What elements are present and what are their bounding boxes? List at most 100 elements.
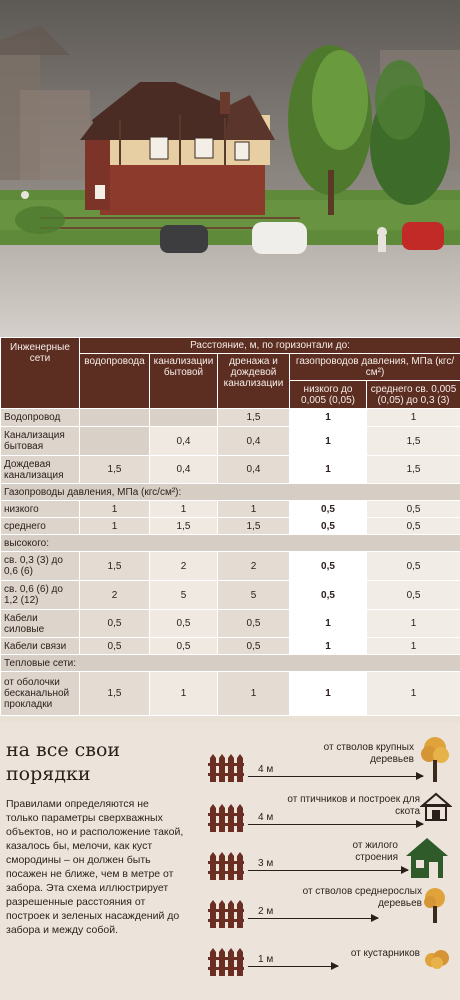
table-cell: 1 [217, 500, 290, 518]
table-row: среднего 1 1,5 1,5 0,5 0,5 [0, 517, 460, 535]
distance-label: от стволов крупных деревьев [323, 742, 414, 765]
table-cell: 1,5 [79, 551, 150, 581]
row-label: Канализация бытовая [0, 426, 80, 456]
table-cell: 0,5 [365, 580, 460, 610]
table-cell: 2 [149, 551, 218, 581]
table-cell: 0,5 [79, 609, 150, 638]
table-cell: 1 [365, 637, 460, 655]
table-cell: 1 [365, 609, 460, 638]
distance-item: 3 м от жилого строения [208, 838, 458, 884]
hero-photo [0, 0, 460, 337]
table-cell: 0,5 [289, 517, 367, 535]
fence-icon [208, 852, 244, 880]
fence-icon [208, 948, 244, 976]
section-heat: Тепловые сети: [0, 654, 460, 672]
section-row: Тепловые сети: [0, 654, 460, 672]
table-cell: 1 [365, 671, 460, 716]
row-label: св. 0,6 (6) до 1,2 (12) [0, 580, 80, 610]
distance-item: 2 м от стволов среднерослых деревьев [208, 886, 458, 932]
table-cell: 1,5 [79, 671, 150, 716]
table-cell: 0,5 [289, 580, 367, 610]
distance-arrow [248, 820, 424, 828]
section-high: высокого: [0, 534, 460, 552]
table-row: Кабели связи 0,5 0,5 0,5 1 1 [0, 637, 460, 655]
distance-label: от птичников и построек для скота [287, 794, 420, 817]
col-header-sewer: канализации бытовой [149, 353, 218, 409]
info-title: на все свои порядки [6, 739, 121, 785]
distance-item: 4 м от птичников и построек для скота [208, 792, 458, 836]
bush-icon [425, 950, 449, 969]
fence-icon [208, 754, 244, 782]
distance-value: 4 м [258, 812, 274, 823]
table-row: Водопровод 1,5 1 1 [0, 408, 460, 427]
distance-value: 2 м [258, 906, 274, 917]
table-cell: 1,5 [365, 426, 460, 456]
table-cell: 1,5 [365, 455, 460, 484]
table-row: низкого 1 1 1 0,5 0,5 [0, 500, 460, 518]
distance-table: Инженерные сети Расстояние, м, по горизо… [0, 337, 460, 716]
row-label: Кабели силовые [0, 609, 80, 638]
table-cell: 0,5 [149, 637, 218, 655]
col-header-gas-low: низкого до 0,005 (0,05) [289, 380, 367, 409]
table-cell [149, 408, 218, 427]
col-header-gas-mid: среднего св. 0,005 (0,05) до 0,3 (3) [365, 380, 460, 409]
table-cell: 0,5 [289, 500, 367, 518]
table-cell: 1 [149, 671, 218, 716]
table-cell: 1,5 [217, 517, 290, 535]
col-header-networks: Инженерные сети [0, 337, 80, 409]
distance-label: от стволов среднерослых деревьев [302, 886, 422, 909]
distance-value: 1 м [258, 954, 274, 965]
table-row: Кабели силовые 0,5 0,5 0,5 1 1 [0, 609, 460, 638]
table-cell: 1 [149, 500, 218, 518]
house-icon [406, 838, 448, 878]
section-row: высокого: [0, 534, 460, 552]
table-cell: 0,5 [289, 551, 367, 581]
distance-value: 3 м [258, 858, 274, 869]
house-model-illustration [0, 0, 460, 337]
shed-icon [420, 792, 452, 821]
row-label: низкого [0, 500, 80, 518]
table-row: Дождевая канализация 1,5 0,4 0,4 1 1,5 [0, 455, 460, 484]
distance-arrow [248, 962, 339, 970]
table-row: св. 0,6 (6) до 1,2 (12) 2 5 5 0,5 0,5 [0, 580, 460, 610]
table-cell: 0,4 [217, 426, 290, 456]
table-cell: 0,5 [217, 637, 290, 655]
table-row: от оболочки бесканальной прокладки 1,5 1… [0, 671, 460, 716]
table-cell: 0,5 [149, 609, 218, 638]
table-cell: 0,5 [217, 609, 290, 638]
row-label: Кабели связи [0, 637, 80, 655]
col-header-gas: газопроводов давления, МПа (кгс/см²) [288, 353, 460, 381]
table-cell: 0,4 [149, 426, 218, 456]
col-header-drain: дренажа и дождевой канализации [217, 353, 290, 409]
distance-arrow [248, 914, 379, 922]
row-label: св. 0,3 (3) до 0,6 (6) [0, 551, 80, 581]
table-cell: 1,5 [217, 408, 290, 427]
info-text: Правилами определяются не только парамет… [6, 798, 184, 936]
fence-distance-infographic: на все свои порядки Правилами определяют… [0, 722, 460, 1000]
table-row: св. 0,3 (3) до 0,6 (6) 1,5 2 2 0,5 0,5 [0, 551, 460, 581]
table-cell: 1 [217, 671, 290, 716]
table-cell: 0,5 [365, 517, 460, 535]
table-cell: 0,4 [149, 455, 218, 484]
table-cell: 0,5 [365, 551, 460, 581]
row-label: от оболочки бесканальной прокладки [0, 671, 80, 716]
col-header-distance: Расстояние, м, по горизонтали до: [78, 337, 460, 354]
distance-item: 1 м от кустарников [208, 936, 458, 980]
col-header-water: водопровода [79, 353, 150, 409]
distance-item: 4 м от стволов крупных деревьев [208, 737, 458, 784]
table-row: Канализация бытовая 0,4 0,4 1 1,5 [0, 426, 460, 456]
table-cell: 0,5 [79, 637, 150, 655]
row-label: среднего [0, 517, 80, 535]
table-cell: 0,5 [365, 500, 460, 518]
table-cell: 1 [79, 517, 150, 535]
distance-label: от жилого строения [352, 840, 398, 863]
medium-tree-icon [424, 888, 445, 923]
table-cell: 1 [79, 500, 150, 518]
distance-arrow [248, 866, 409, 874]
table-cell: 1 [289, 637, 367, 655]
table-cell: 2 [217, 551, 290, 581]
row-label: Дождевая канализация [0, 455, 80, 484]
distance-value: 4 м [258, 764, 274, 775]
table-cell [79, 426, 150, 456]
section-row: Газопроводы давления, МПа (кгс/см²): [0, 483, 460, 501]
